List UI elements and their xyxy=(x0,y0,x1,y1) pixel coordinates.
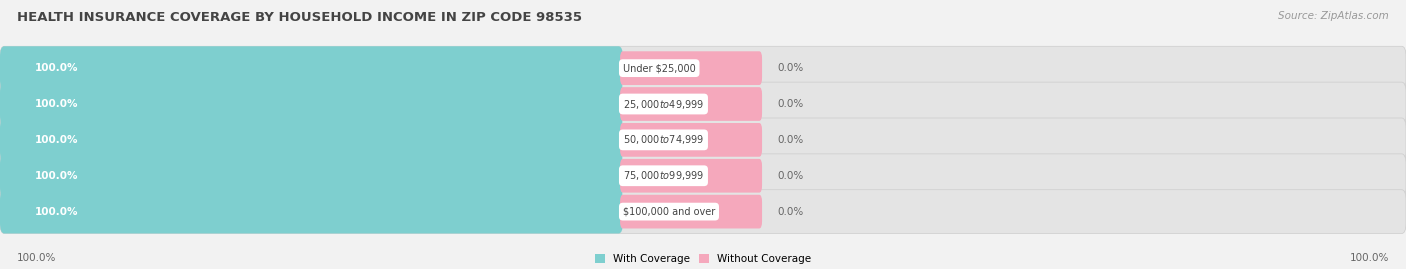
FancyBboxPatch shape xyxy=(620,195,762,228)
Text: 100.0%: 100.0% xyxy=(35,171,79,181)
FancyBboxPatch shape xyxy=(620,123,762,157)
Text: 0.0%: 0.0% xyxy=(778,207,804,217)
FancyBboxPatch shape xyxy=(0,118,1406,162)
Text: 100.0%: 100.0% xyxy=(17,253,56,263)
Text: $25,000 to $49,999: $25,000 to $49,999 xyxy=(623,98,704,111)
FancyBboxPatch shape xyxy=(0,190,623,233)
FancyBboxPatch shape xyxy=(0,46,623,90)
Text: 0.0%: 0.0% xyxy=(778,171,804,181)
Text: 100.0%: 100.0% xyxy=(35,207,79,217)
FancyBboxPatch shape xyxy=(0,118,623,162)
FancyBboxPatch shape xyxy=(620,87,762,121)
Text: 100.0%: 100.0% xyxy=(35,99,79,109)
FancyBboxPatch shape xyxy=(0,82,623,126)
FancyBboxPatch shape xyxy=(0,190,1406,233)
FancyBboxPatch shape xyxy=(0,46,1406,90)
FancyBboxPatch shape xyxy=(620,51,762,85)
Text: 100.0%: 100.0% xyxy=(1350,253,1389,263)
Legend: With Coverage, Without Coverage: With Coverage, Without Coverage xyxy=(595,254,811,264)
Text: 0.0%: 0.0% xyxy=(778,99,804,109)
Text: 0.0%: 0.0% xyxy=(778,63,804,73)
FancyBboxPatch shape xyxy=(0,154,1406,198)
Text: $100,000 and over: $100,000 and over xyxy=(623,207,716,217)
Text: Under $25,000: Under $25,000 xyxy=(623,63,696,73)
FancyBboxPatch shape xyxy=(0,82,1406,126)
Text: HEALTH INSURANCE COVERAGE BY HOUSEHOLD INCOME IN ZIP CODE 98535: HEALTH INSURANCE COVERAGE BY HOUSEHOLD I… xyxy=(17,11,582,24)
Text: Source: ZipAtlas.com: Source: ZipAtlas.com xyxy=(1278,11,1389,21)
Text: $75,000 to $99,999: $75,000 to $99,999 xyxy=(623,169,704,182)
Text: 100.0%: 100.0% xyxy=(35,63,79,73)
Text: $50,000 to $74,999: $50,000 to $74,999 xyxy=(623,133,704,146)
FancyBboxPatch shape xyxy=(0,154,623,198)
Text: 100.0%: 100.0% xyxy=(35,135,79,145)
FancyBboxPatch shape xyxy=(620,159,762,193)
Text: 0.0%: 0.0% xyxy=(778,135,804,145)
